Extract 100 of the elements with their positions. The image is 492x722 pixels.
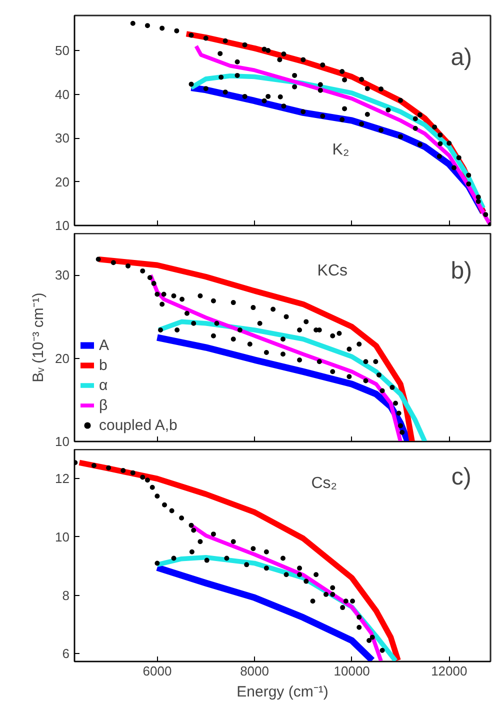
point — [376, 372, 382, 378]
annotation: KCs — [317, 262, 348, 280]
point — [160, 302, 165, 307]
point — [346, 346, 352, 352]
point — [210, 333, 216, 338]
point — [224, 556, 230, 561]
point — [297, 357, 302, 362]
point — [171, 293, 176, 298]
point — [330, 333, 336, 338]
point — [110, 260, 116, 266]
point — [380, 388, 385, 394]
point — [330, 585, 336, 590]
point — [393, 400, 398, 406]
point — [140, 268, 146, 274]
point — [280, 556, 286, 561]
y-axis-title: Bᵥ (10⁻³ cm⁻¹) — [30, 292, 48, 382]
line-series — [156, 319, 428, 442]
point — [398, 423, 403, 428]
point — [210, 298, 216, 304]
point — [264, 566, 269, 571]
point — [96, 256, 101, 262]
annotation: K₂ — [332, 141, 350, 158]
y-tick-label: 30 — [55, 268, 70, 283]
point — [161, 292, 166, 297]
y-tick-label: 40 — [55, 86, 70, 102]
point — [169, 508, 174, 514]
point — [330, 369, 336, 374]
point — [147, 275, 152, 280]
point — [336, 330, 342, 336]
point — [390, 384, 395, 390]
point — [270, 306, 276, 312]
point — [188, 522, 194, 528]
y-tick-label: 20 — [55, 350, 70, 366]
point — [340, 605, 346, 610]
point — [380, 648, 385, 653]
point — [373, 359, 378, 364]
point — [396, 410, 402, 416]
point — [130, 470, 136, 476]
point — [198, 539, 203, 544]
x-tick-label: 12000 — [431, 664, 468, 678]
point — [174, 328, 180, 333]
legend-label: β — [99, 396, 109, 414]
point — [370, 634, 375, 640]
point — [244, 562, 250, 568]
y-tick-label: 8 — [62, 588, 70, 603]
point — [198, 293, 203, 298]
point — [154, 292, 160, 297]
point — [356, 624, 362, 630]
y-tick-label: 10 — [55, 529, 70, 544]
point — [230, 539, 236, 544]
point — [343, 598, 348, 604]
point — [280, 352, 286, 357]
point — [158, 328, 164, 333]
point — [230, 336, 236, 342]
point — [151, 280, 156, 286]
point — [189, 549, 194, 554]
point — [314, 572, 319, 578]
x-axis-title: Energy (cm⁻¹) — [236, 684, 328, 700]
point — [297, 572, 302, 578]
y-tick-label: 50 — [55, 43, 70, 58]
y-tick-label: 20 — [55, 174, 70, 190]
point — [363, 359, 368, 364]
x-tick-label: 10000 — [334, 664, 370, 678]
point — [257, 320, 262, 326]
point — [356, 614, 362, 620]
y-tick-label: 10 — [55, 218, 70, 233]
point — [316, 359, 322, 364]
point — [297, 328, 302, 333]
point — [400, 430, 405, 435]
annotation: Cs₂ — [311, 474, 337, 492]
legend-label: α — [99, 376, 109, 394]
point — [184, 310, 190, 316]
point — [237, 328, 242, 333]
point — [304, 578, 309, 584]
point — [191, 528, 196, 533]
legend-label: b — [99, 356, 108, 374]
point — [324, 592, 328, 597]
point — [144, 478, 150, 483]
point — [210, 532, 216, 537]
point — [126, 263, 131, 268]
point — [346, 374, 352, 380]
point — [179, 516, 184, 521]
point — [214, 320, 220, 326]
point — [150, 484, 155, 490]
annotation: a) — [450, 44, 472, 71]
y-tick-label: 12 — [55, 471, 70, 486]
point — [120, 468, 126, 473]
point — [310, 598, 316, 604]
point — [350, 598, 356, 604]
point — [162, 502, 168, 508]
point — [180, 296, 185, 302]
point — [280, 336, 286, 342]
x-tick-label: 8000 — [240, 664, 269, 678]
legend-label: A — [99, 336, 110, 354]
point — [264, 549, 269, 554]
annotation: b) — [450, 257, 472, 284]
x-tick-label: 6000 — [142, 664, 172, 678]
point — [204, 558, 210, 563]
point — [250, 305, 256, 310]
point — [247, 342, 252, 347]
